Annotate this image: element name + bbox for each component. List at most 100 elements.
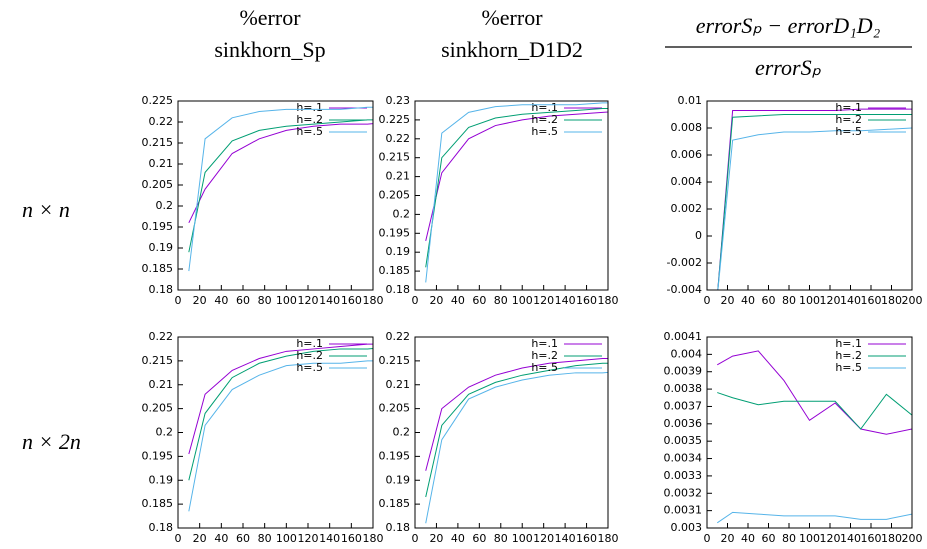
x-tick-label: 140 [840,294,861,307]
series-line [717,127,912,290]
y-tick-label: 0.18 [149,283,174,296]
x-tick-label: 20 [721,532,735,545]
legend-label: h=.1 [835,101,862,114]
y-tick-label: 0.01 [678,94,703,107]
x-tick-label: 200 [902,532,923,545]
y-tick-label: 0.0036 [664,417,703,430]
x-tick-label: 0 [704,294,711,307]
y-tick-label: 0.18 [149,521,174,534]
x-tick-label: 100 [276,294,297,307]
legend-label: h=.5 [531,125,558,138]
row-label: n × 2n [22,429,81,454]
y-tick-label: 0.225 [379,113,411,126]
y-tick-label: 0.215 [379,354,411,367]
y-tick-label: 0.22 [386,330,411,343]
legend-label: h=.1 [296,337,323,350]
column-header: sinkhorn_D1D2 [441,37,583,62]
y-tick-label: 0.185 [379,497,411,510]
series-line [425,371,608,524]
y-tick-label: 0.2 [156,426,174,439]
y-tick-label: 0.19 [386,473,411,486]
series-line [717,350,912,435]
y-tick-label: 0.185 [379,264,411,277]
x-tick-label: 180 [598,532,619,545]
y-tick-label: 0.0039 [664,365,703,378]
y-tick-label: 0.0035 [664,434,703,447]
y-tick-label: 0.18 [386,283,411,296]
x-tick-label: 160 [861,294,882,307]
x-tick-label: 100 [799,294,820,307]
series-line [188,123,373,224]
legend-label: h=.5 [531,361,558,374]
x-tick-label: 80 [782,294,796,307]
x-tick-label: 100 [512,532,533,545]
x-tick-label: 120 [533,294,554,307]
y-tick-label: 0.2 [393,426,411,439]
y-tick-label: 0.0031 [664,504,703,517]
x-tick-label: 0 [175,294,182,307]
plot-frame [414,336,609,529]
legend-label: h=.1 [835,337,862,350]
x-tick-label: 160 [341,294,362,307]
series-line [425,111,608,241]
x-tick-label: 20 [429,294,443,307]
x-tick-label: 20 [721,294,735,307]
y-tick-label: 0.0032 [664,486,703,499]
legend-label: h=.5 [835,125,862,138]
x-tick-label: 120 [533,532,554,545]
x-tick-label: 140 [555,532,576,545]
y-tick-label: 0.0037 [664,399,703,412]
x-tick-label: 100 [276,532,297,545]
x-tick-label: 60 [762,532,776,545]
legend-label: h=.5 [835,361,862,374]
y-tick-label: 0.185 [142,497,174,510]
y-tick-label: 0.003 [671,521,703,534]
y-tick-label: 0.21 [149,378,174,391]
series-line [188,347,373,481]
series-line [188,343,373,455]
x-tick-label: 60 [236,532,250,545]
y-tick-label: 0.22 [149,330,174,343]
x-tick-label: 20 [193,532,207,545]
y-tick-label: -0.002 [667,256,702,269]
x-tick-label: 80 [782,532,796,545]
x-tick-label: 80 [494,532,508,545]
x-tick-label: 40 [741,532,755,545]
y-tick-label: 0.215 [142,136,174,149]
series-line [716,511,912,524]
y-tick-label: 0.004 [671,175,703,188]
x-tick-label: 0 [412,532,419,545]
x-tick-label: 200 [902,294,923,307]
series-line [188,119,373,253]
plot-frame [177,336,374,529]
x-tick-label: 120 [820,294,841,307]
y-tick-label: 0.215 [379,151,411,164]
x-tick-label: 60 [236,294,250,307]
series-line [425,362,608,498]
legend-label: h=.5 [296,361,323,374]
x-tick-label: 140 [319,532,340,545]
y-tick-label: 0.205 [142,402,174,415]
y-tick-label: 0.215 [142,354,174,367]
x-tick-label: 180 [363,532,384,545]
series-line [425,108,608,268]
column-header: sinkhorn_Sp [214,37,325,62]
legend-label: h=.2 [531,349,558,362]
plot-frame [414,100,609,291]
series-line [425,357,608,471]
y-tick-label: 0.21 [386,170,411,183]
y-tick-label: 0.19 [386,245,411,258]
y-tick-label: 0.19 [149,241,174,254]
x-tick-label: 160 [341,532,362,545]
x-tick-label: 40 [451,294,465,307]
legend-label: h=.1 [531,337,558,350]
legend-label: h=.2 [835,349,862,362]
series-line [717,108,912,290]
header-numerator: errorSₚ − errorD₁D₂ [696,13,881,38]
x-tick-label: 40 [741,294,755,307]
y-tick-label: 0.195 [379,449,411,462]
y-tick-label: 0.185 [142,262,174,275]
x-tick-label: 160 [861,532,882,545]
x-tick-label: 120 [298,294,319,307]
x-tick-label: 100 [512,294,533,307]
